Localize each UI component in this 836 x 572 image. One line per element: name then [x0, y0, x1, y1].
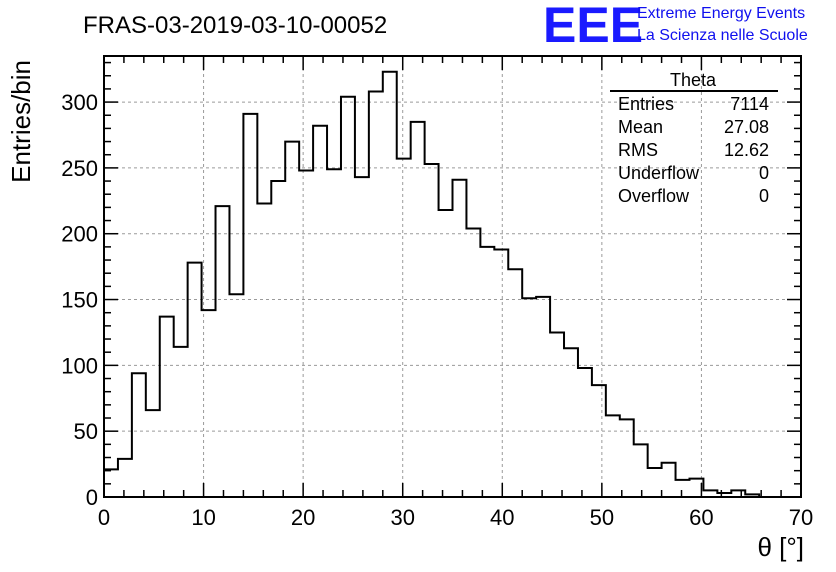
histogram-outline [103, 70, 801, 498]
eee-logo: EEE Extreme Energy Events La Scienza nel… [543, 0, 808, 53]
chart-title: FRAS-03-2019-03-10-00052 [83, 12, 387, 39]
logo-line-1: Extreme Energy Events [637, 5, 805, 22]
x-tick-label: 40 [490, 505, 514, 530]
y-tick-label: 0 [86, 485, 98, 510]
stats-value: 0 [759, 186, 769, 206]
y-tick-label: 250 [61, 156, 98, 181]
y-tick-label: 200 [61, 222, 98, 247]
stats-title: Theta [670, 70, 717, 90]
x-tick-label: 70 [789, 505, 813, 530]
stats-value: 7114 [730, 94, 769, 114]
stats-box: Theta Entries 7114 Mean 27.08 RMS 12.62 Underf… [610, 70, 778, 206]
y-tick-label: 150 [61, 288, 98, 313]
x-tick-label: 0 [98, 505, 110, 530]
x-tick-label: 30 [390, 505, 414, 530]
logo-line-2: La Scienza nelle Scuole [637, 27, 808, 44]
stats-value: 0 [759, 163, 769, 183]
stats-value: 27.08 [724, 117, 769, 137]
x-tick-labels: 0 10 20 30 40 50 60 70 [98, 505, 813, 530]
logo-mark: EEE [543, 0, 643, 53]
y-tick-label: 300 [61, 90, 98, 115]
stats-label: Overflow [618, 186, 690, 206]
y-axis-label: Entries/bin [6, 60, 36, 183]
x-axis-label: θ [°] [757, 532, 804, 562]
x-tick-label: 10 [191, 505, 215, 530]
x-tick-label: 20 [291, 505, 315, 530]
stats-label: Underflow [618, 163, 700, 183]
stats-label: RMS [618, 140, 658, 160]
stats-label: Entries [618, 94, 674, 114]
grid [104, 56, 801, 497]
stats-value: 12.62 [724, 140, 769, 160]
x-tick-label: 50 [590, 505, 614, 530]
y-tick-label: 100 [61, 353, 98, 378]
stats-rows: Entries 7114 Mean 27.08 RMS 12.62 Underflow 0 Ov… [618, 94, 769, 206]
histogram-series [103, 70, 801, 498]
plot-frame [103, 55, 802, 498]
stats-label: Mean [618, 117, 663, 137]
y-tick-labels: 0 50 100 150 200 250 300 [61, 90, 98, 510]
y-tick-label: 50 [74, 419, 98, 444]
x-tick-label: 60 [689, 505, 713, 530]
axis-ticks [103, 56, 802, 498]
